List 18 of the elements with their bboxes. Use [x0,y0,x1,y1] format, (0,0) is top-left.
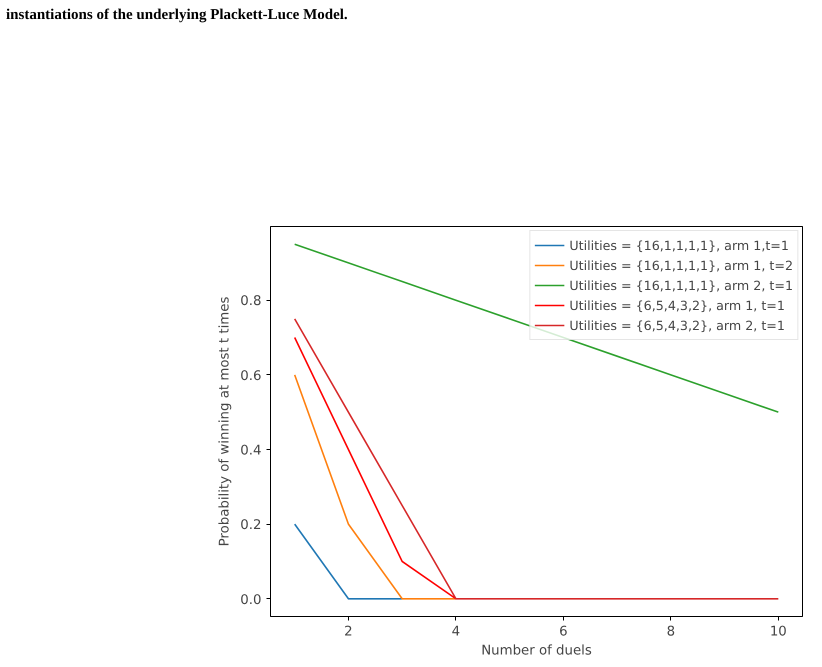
x-axis-title: Number of duels [481,644,592,658]
y-tick-label: 0.8 [240,294,262,310]
x-tick-label: 6 [559,624,568,640]
legend-label: Utilities = {6,5,4,3,2}, arm 1, t=1 [569,298,785,312]
y-tick-label: 0.4 [240,443,262,458]
x-tick-label: 4 [452,624,460,640]
legend-label: Utilities = {16,1,1,1,1}, arm 1, t=2 [569,258,793,272]
legend-label: Utilities = {6,5,4,3,2}, arm 2, t=1 [569,318,785,332]
y-tick-label: 0.6 [240,368,262,384]
legend-label: Utilities = {16,1,1,1,1}, arm 2, t=1 [569,278,793,292]
x-tick-label: 2 [344,624,353,640]
legend-label: Utilities = {16,1,1,1,1}, arm 1,t=1 [569,238,789,252]
x-tick-label: 8 [666,624,676,640]
x-tick-label: 10 [770,624,787,640]
y-axis-title: Probability of winning at most t times [217,296,232,546]
y-tick-label: 0.2 [240,518,262,534]
y-tick-label: 0.0 [240,592,262,608]
chart-title: instantiations of the underlying Plackett-Luce Model. [6,6,348,25]
